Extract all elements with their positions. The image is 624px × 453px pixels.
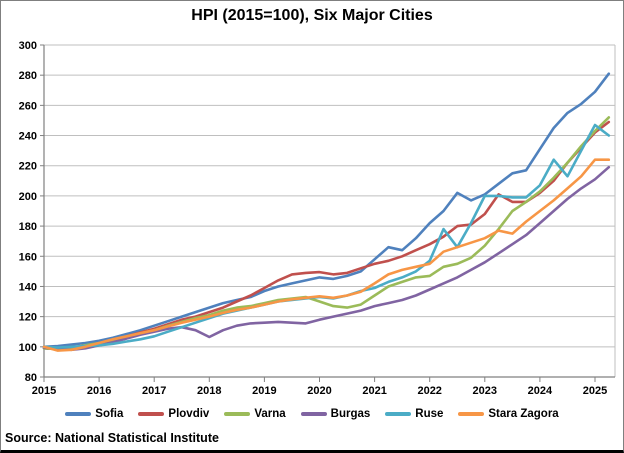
- source-note: Source: National Statistical Institute: [5, 431, 219, 445]
- y-tick-label: 140: [19, 281, 37, 293]
- legend-item-burgas: Burgas: [300, 408, 371, 420]
- chart-title: HPI (2015=100), Six Major Cities: [191, 7, 433, 24]
- line-burgas: [42, 165, 611, 352]
- y-tick-label: 160: [19, 251, 37, 263]
- x-tick-label: 2016: [87, 385, 111, 397]
- legend-label: Sofia: [95, 408, 124, 420]
- hpi-line-chart: 80 100 120 140 160 180 200 220 240 260 280 300 2015 2…: [19, 40, 616, 397]
- legend-label: Ruse: [415, 408, 444, 420]
- y-tick-label: 260: [19, 100, 37, 112]
- legend-item-sofia: Sofia: [65, 408, 123, 420]
- line-varna: [42, 116, 611, 351]
- legend-item-ruse: Ruse: [385, 408, 443, 420]
- y-tick-label: 100: [19, 342, 37, 354]
- legend-swatch: [300, 412, 327, 416]
- x-tick-label: 2020: [307, 385, 331, 397]
- legend-swatch: [224, 412, 251, 416]
- y-tick-label: 200: [19, 191, 37, 203]
- x-tick-label: 2021: [362, 385, 386, 397]
- x-tick-label: 2023: [473, 385, 497, 397]
- legend-label: Varna: [254, 408, 286, 420]
- x-tick-label: 2025: [583, 385, 607, 397]
- y-tick-label: 240: [19, 131, 37, 143]
- line-stara-zagora: [42, 158, 611, 352]
- x-tick-label: 2018: [197, 385, 221, 397]
- y-tick-label: 80: [25, 372, 37, 384]
- y-tick-label: 220: [19, 161, 37, 173]
- x-tick-label: 2019: [252, 385, 276, 397]
- legend: Sofia Plovdiv Varna Burgas Ruse Stara Zagora: [1, 408, 623, 420]
- y-tick-label: 300: [19, 40, 37, 52]
- y-tick-label: 120: [19, 312, 37, 324]
- legend-label: Stara Zagora: [488, 408, 559, 420]
- legend-label: Burgas: [330, 408, 371, 420]
- legend-swatch: [65, 412, 92, 416]
- legend-item-stara-zagora: Stara Zagora: [458, 408, 559, 420]
- legend-swatch: [138, 412, 165, 416]
- x-tick-label: 2015: [32, 385, 56, 397]
- x-tick-label: 2024: [528, 385, 553, 397]
- x-tick-label: 2022: [417, 385, 441, 397]
- legend-swatch: [385, 412, 412, 416]
- legend-item-plovdiv: Plovdiv: [138, 408, 209, 420]
- y-tick-label: 280: [19, 70, 37, 82]
- y-tick-label: 180: [19, 221, 37, 233]
- legend-swatch: [458, 412, 485, 416]
- legend-label: Plovdiv: [168, 408, 210, 420]
- line-sofia: [42, 72, 611, 349]
- legend-item-varna: Varna: [224, 408, 286, 420]
- x-tick-label: 2017: [142, 385, 166, 397]
